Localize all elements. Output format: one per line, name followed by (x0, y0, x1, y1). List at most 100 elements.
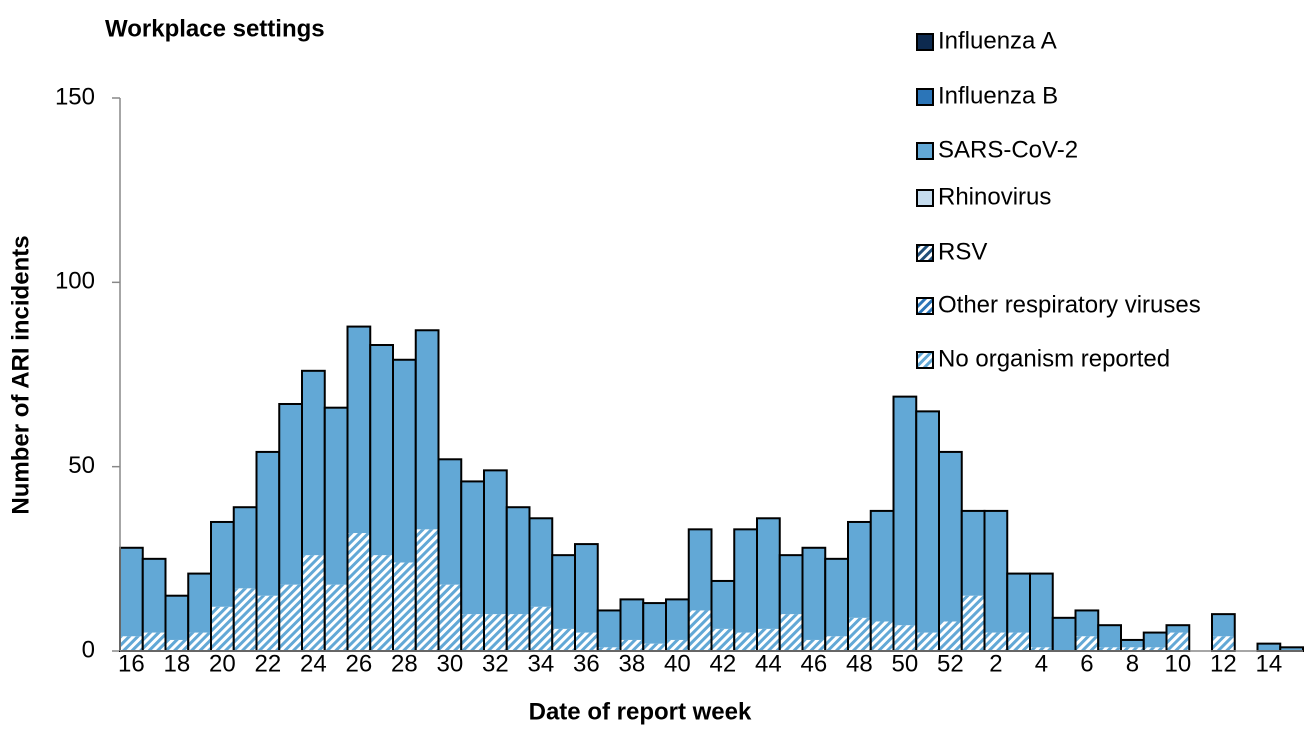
bar-segment (734, 529, 757, 633)
bar-segment (779, 614, 803, 651)
bar-segment (802, 547, 826, 640)
legend-label: RSV (938, 238, 987, 265)
legend-label: Rhinovirus (938, 183, 1051, 210)
bar-segment (1007, 632, 1030, 651)
bar-segment (256, 595, 280, 651)
bar-segment (1075, 636, 1099, 651)
x-tick-label: 12 (1210, 650, 1237, 677)
bar-segment (461, 614, 484, 651)
bar-segment (302, 370, 325, 556)
x-tick-label: 38 (619, 650, 646, 677)
legend-swatch (916, 244, 934, 262)
bar-segment (711, 580, 735, 629)
bar-segment (961, 510, 985, 596)
x-tick-label: 16 (118, 650, 145, 677)
bar-segment (188, 573, 211, 633)
bar-segment (1007, 573, 1030, 633)
x-tick-label: 10 (1165, 650, 1192, 677)
bar-segment (666, 639, 689, 651)
x-tick-label: 36 (573, 650, 600, 677)
bar-segment (324, 407, 348, 585)
bar-segment (575, 632, 598, 651)
bar-segment (666, 599, 689, 640)
x-tick-label: 24 (300, 650, 327, 677)
x-tick-label: 18 (164, 650, 191, 677)
bar-segment (211, 606, 234, 651)
x-tick-label: 6 (1080, 650, 1093, 677)
bar-segment (893, 396, 917, 626)
bar-segment (597, 647, 621, 651)
bar-segment (825, 558, 848, 637)
bar-segment (1143, 647, 1167, 651)
x-tick-label: 52 (937, 650, 964, 677)
x-tick-label: 50 (892, 650, 919, 677)
legend-swatch (916, 189, 934, 207)
x-tick-label: 30 (437, 650, 464, 677)
legend-label: No organism reported (938, 345, 1170, 372)
x-tick-label: 42 (710, 650, 737, 677)
bar-segment (529, 606, 553, 651)
bar-segment (233, 588, 257, 651)
bar-segment (233, 507, 257, 589)
bar-segment (506, 507, 530, 615)
bar-segment (529, 518, 553, 607)
bar-segment (461, 481, 484, 615)
bar-segment (484, 614, 507, 651)
x-tick-label: 44 (755, 650, 782, 677)
bar-segment (120, 636, 143, 651)
bar-segment (825, 636, 848, 651)
x-tick-label: 34 (528, 650, 555, 677)
bar-segment (1098, 647, 1121, 651)
bar-segment (302, 555, 325, 651)
y-tick-label: 0 (82, 636, 95, 663)
bar-segment (1212, 636, 1235, 651)
bar-segment (848, 521, 871, 618)
bar-segment (893, 625, 917, 651)
legend-label: Influenza A (938, 27, 1057, 54)
bar-segment (597, 610, 621, 648)
bar-segment (688, 529, 712, 611)
x-tick-label: 46 (801, 650, 828, 677)
x-tick-label: 40 (664, 650, 691, 677)
bar-segment (370, 345, 393, 556)
chart-title: Workplace settings (105, 15, 325, 42)
bar-segment (506, 614, 530, 651)
legend-label: Influenza B (938, 82, 1058, 109)
bar-segment (1166, 625, 1190, 633)
x-axis-label: Date of report week (529, 698, 752, 725)
bar-segment (711, 628, 735, 651)
bar-segment (779, 555, 803, 615)
x-tick-label: 20 (209, 650, 236, 677)
bar-segment (165, 639, 189, 651)
legend-swatch (916, 351, 934, 369)
bar-segment (1121, 647, 1144, 651)
bar-segment (415, 529, 439, 651)
bar-segment (757, 518, 780, 629)
legend-swatch (916, 142, 934, 160)
bar-segment (415, 330, 439, 530)
x-tick-label: 22 (255, 650, 282, 677)
bar-segment (347, 533, 371, 651)
legend-swatch (916, 297, 934, 315)
bar-segment (939, 621, 962, 651)
x-tick-label: 2 (989, 650, 1002, 677)
bar-segment (916, 411, 939, 633)
bar-segment (870, 510, 894, 622)
bar-segment (1030, 573, 1053, 648)
x-tick-label: 28 (391, 650, 418, 677)
bar-segment (984, 632, 1008, 651)
bar-segment (916, 632, 939, 651)
bar-segment (961, 595, 985, 651)
bar-segment (688, 610, 712, 651)
bar-segment (211, 521, 234, 607)
bar-segment (370, 555, 393, 651)
bar-segment (438, 584, 462, 651)
bar-segment (1143, 632, 1167, 648)
bar-segment (575, 544, 598, 633)
bar-segment (484, 470, 507, 615)
bar-segment (438, 459, 462, 585)
bar-segment (870, 621, 894, 651)
bar-segment (620, 599, 644, 640)
y-tick-label: 50 (68, 452, 95, 479)
